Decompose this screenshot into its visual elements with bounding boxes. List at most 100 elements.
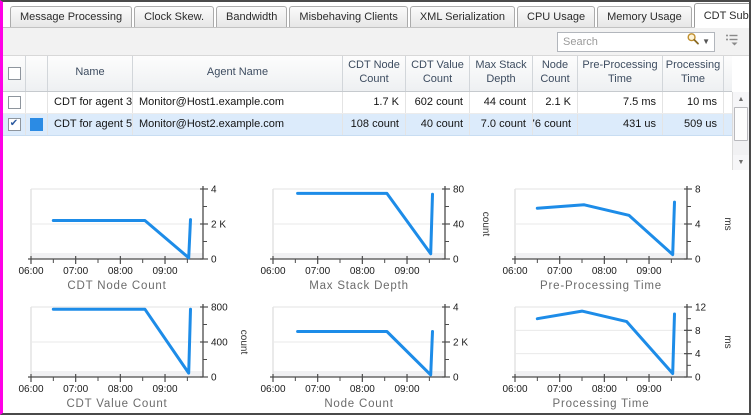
charts-panel: 4 2 K 0 06:00 07:00 08:00 09:00 CDT Node Count 8… — [3, 167, 749, 413]
svg-text:06:00: 06:00 — [18, 266, 43, 277]
scrollbar-thumb[interactable] — [734, 106, 748, 141]
cell-agent: Monitor@Host1.example.com — [133, 91, 343, 113]
row-swatch-cell — [26, 91, 48, 113]
column-header-max-stack-depth[interactable]: Max Stack Depth — [470, 55, 533, 91]
column-header-cdt-value-count[interactable]: CDT Value Count — [406, 55, 470, 91]
tab-cdt-submission[interactable]: CDT Submission — [693, 3, 749, 29]
svg-text:4: 4 — [453, 303, 459, 314]
svg-text:ms: ms — [722, 335, 733, 348]
chart-cdt-node-count: 4 2 K 0 06:00 07:00 08:00 09:00 CDT Node Count — [15, 179, 255, 295]
row-checkbox[interactable] — [3, 91, 26, 113]
svg-text:CDT Node Count: CDT Node Count — [67, 280, 166, 292]
row-swatch-cell — [26, 113, 48, 135]
cell-processing-time: 509 us — [663, 113, 724, 135]
svg-text:80: 80 — [453, 185, 465, 196]
cell-cdt-value-count: 40 count — [406, 113, 470, 135]
table-row[interactable]: ✔ CDT for agent 5 Monitor@Host2.example.co… — [3, 113, 732, 136]
tab-cpu-usage[interactable]: CPU Usage — [517, 6, 596, 28]
chart-processing-time: 12 8 4 0 ms 06:00 07:00 08:00 09:00 Processing Ti… — [499, 297, 739, 413]
cell-processing-time: 10 ms — [663, 91, 724, 113]
svg-text:count: count — [238, 330, 249, 355]
scroll-up-button[interactable]: ▲ — [733, 91, 749, 107]
svg-text:06:00: 06:00 — [18, 384, 43, 395]
svg-text:2 K: 2 K — [211, 220, 226, 231]
svg-text:0: 0 — [695, 373, 701, 384]
search-input[interactable] — [563, 35, 687, 48]
scroll-down-button[interactable]: ▼ — [733, 154, 749, 170]
search-box[interactable]: ▼ — [557, 31, 715, 52]
svg-text:06:00: 06:00 — [260, 384, 285, 395]
checkbox-icon[interactable] — [7, 66, 21, 80]
toolbar: ▼ — [3, 28, 749, 56]
svg-text:08:00: 08:00 — [350, 384, 375, 395]
series-color-swatch — [30, 117, 43, 131]
svg-text:CDT Value Count: CDT Value Count — [66, 398, 167, 410]
chart-pre-processing-time: 8 4 0 ms 06:00 07:00 08:00 09:00 Pre-Processing … — [499, 179, 739, 295]
cell-node-count: 2.1 K — [533, 91, 578, 113]
svg-text:0: 0 — [211, 255, 217, 266]
column-header-cdt-node-count[interactable]: CDT Node Count — [343, 55, 406, 91]
column-header-pre-processing-time[interactable]: Pre-Processing Time — [578, 55, 663, 91]
cell-name: CDT for agent 3 — [48, 91, 133, 113]
svg-text:09:00: 09:00 — [153, 384, 178, 395]
svg-text:8: 8 — [695, 326, 701, 337]
column-header-name[interactable]: Name — [48, 55, 133, 91]
svg-text:08:00: 08:00 — [592, 266, 617, 277]
tab-misbehaving-clients[interactable]: Misbehaving Clients — [289, 6, 408, 28]
svg-text:06:00: 06:00 — [260, 266, 285, 277]
column-header-processing-time[interactable]: Processing Time — [663, 55, 724, 91]
svg-text:09:00: 09:00 — [395, 266, 420, 277]
svg-text:4: 4 — [695, 349, 701, 360]
checkbox-icon[interactable]: ✔ — [7, 117, 21, 131]
svg-text:0: 0 — [453, 373, 459, 384]
swatch-column-header — [26, 55, 48, 91]
tab-xml-serialization[interactable]: XML Serialization — [409, 6, 516, 28]
svg-text:count: count — [480, 212, 491, 237]
search-dropdown-caret-icon[interactable]: ▼ — [702, 37, 710, 47]
checkbox-icon[interactable] — [7, 95, 21, 109]
svg-text:Max Stack Depth: Max Stack Depth — [309, 280, 409, 292]
cell-node-count: 76 count — [533, 113, 578, 135]
tab-bar: Message Processing Clock Skew. Bandwidth Mi… — [3, 2, 749, 29]
svg-text:07:00: 07:00 — [63, 384, 88, 395]
cdt-data-table: Name Agent Name CDT Node Count CDT Value Co… — [3, 55, 749, 170]
select-all-checkbox[interactable] — [3, 55, 26, 91]
svg-text:400: 400 — [211, 338, 228, 349]
row-checkbox[interactable]: ✔ — [3, 113, 26, 135]
svg-text:12: 12 — [695, 303, 707, 314]
svg-text:0: 0 — [695, 255, 701, 266]
svg-text:08:00: 08:00 — [350, 266, 375, 277]
svg-text:800: 800 — [211, 303, 228, 314]
svg-text:ms: ms — [722, 217, 733, 230]
table-body: CDT for agent 3 Monitor@Host1.example.com… — [3, 91, 749, 136]
cell-name: CDT for agent 5 — [48, 113, 133, 135]
vertical-scrollbar[interactable]: ▲ ▼ — [732, 91, 749, 170]
svg-text:06:00: 06:00 — [502, 266, 527, 277]
svg-text:4: 4 — [695, 220, 701, 231]
cell-cdt-node-count: 1.7 K — [343, 91, 406, 113]
tab-bandwidth[interactable]: Bandwidth — [216, 6, 288, 28]
cell-cdt-node-count: 108 count — [343, 113, 406, 135]
svg-text:07:00: 07:00 — [305, 266, 330, 277]
cell-max-stack-depth: 44 count — [470, 91, 533, 113]
tab-message-processing[interactable]: Message Processing — [10, 6, 133, 28]
cell-pre-processing-time: 431 us — [578, 113, 663, 135]
svg-text:09:00: 09:00 — [395, 384, 420, 395]
column-chooser-icon[interactable] — [724, 32, 740, 52]
cell-agent: Monitor@Host2.example.com — [133, 113, 343, 135]
tab-clock-skew[interactable]: Clock Skew. — [134, 6, 215, 28]
svg-text:0: 0 — [453, 255, 459, 266]
tab-memory-usage[interactable]: Memory Usage — [597, 6, 692, 28]
svg-text:06:00: 06:00 — [502, 384, 527, 395]
cell-cdt-value-count: 602 count — [406, 91, 470, 113]
svg-text:0: 0 — [211, 373, 217, 384]
search-icon[interactable] — [686, 32, 700, 51]
column-header-agent-name[interactable]: Agent Name — [133, 55, 343, 91]
column-header-node-count[interactable]: Node Count — [533, 55, 578, 91]
svg-text:8: 8 — [695, 185, 701, 196]
svg-text:09:00: 09:00 — [153, 266, 178, 277]
svg-text:08:00: 08:00 — [592, 384, 617, 395]
table-row[interactable]: CDT for agent 3 Monitor@Host1.example.com… — [3, 91, 732, 114]
svg-text:07:00: 07:00 — [63, 266, 88, 277]
